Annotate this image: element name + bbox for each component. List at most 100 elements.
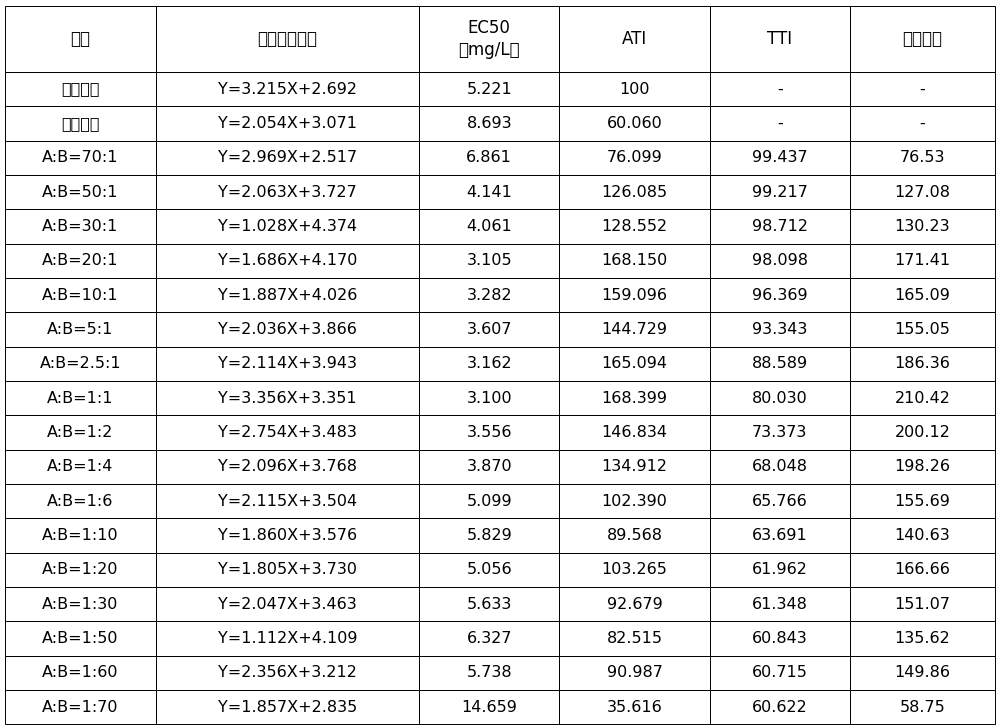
Text: 6.327: 6.327 [466, 631, 512, 646]
Bar [5, 278, 156, 312]
Bar [5, 553, 156, 587]
Bar [5, 381, 156, 415]
Bar [710, 347, 850, 381]
Bar [559, 72, 710, 106]
Bar [850, 72, 995, 106]
Bar [559, 415, 710, 450]
Text: 171.41: 171.41 [894, 253, 950, 269]
Text: 165.094: 165.094 [602, 356, 668, 371]
Text: 128.552: 128.552 [601, 219, 668, 234]
Bar [419, 484, 559, 518]
Text: 96.369: 96.369 [752, 288, 808, 303]
Bar [419, 175, 559, 209]
Text: Y=2.114X+3.943: Y=2.114X+3.943 [218, 356, 357, 371]
Text: 60.622: 60.622 [752, 700, 808, 715]
Bar [156, 106, 419, 141]
Bar [5, 209, 156, 244]
Text: Y=2.036X+3.866: Y=2.036X+3.866 [218, 322, 357, 337]
Text: 4.061: 4.061 [466, 219, 512, 234]
Text: -: - [777, 116, 783, 131]
Bar [710, 141, 850, 175]
Bar [710, 278, 850, 312]
Text: 6.861: 6.861 [466, 150, 512, 165]
Text: 76.099: 76.099 [607, 150, 662, 165]
Bar [156, 175, 419, 209]
Text: 80.030: 80.030 [752, 391, 808, 405]
Text: ATI: ATI [622, 30, 647, 48]
Bar [419, 72, 559, 106]
Text: 140.63: 140.63 [894, 528, 950, 543]
Text: Y=1.860X+3.576: Y=1.860X+3.576 [218, 528, 357, 543]
Text: 14.659: 14.659 [461, 700, 517, 715]
Text: 165.09: 165.09 [894, 288, 950, 303]
Text: 82.515: 82.515 [607, 631, 663, 646]
Bar [559, 518, 710, 553]
Text: 134.912: 134.912 [602, 459, 668, 475]
Bar [156, 553, 419, 587]
Bar [850, 621, 995, 656]
Bar [710, 244, 850, 278]
Text: 144.729: 144.729 [602, 322, 668, 337]
Text: 93.343: 93.343 [752, 322, 807, 337]
Text: Y=2.047X+3.463: Y=2.047X+3.463 [218, 597, 357, 612]
Bar [850, 690, 995, 724]
Bar [850, 587, 995, 621]
Bar [419, 381, 559, 415]
Text: Y=3.356X+3.351: Y=3.356X+3.351 [218, 391, 357, 405]
Bar [710, 106, 850, 141]
Bar [156, 587, 419, 621]
Text: 98.712: 98.712 [752, 219, 808, 234]
Text: A:B=1:1: A:B=1:1 [47, 391, 114, 405]
Text: A:B=70:1: A:B=70:1 [42, 150, 119, 165]
Bar [710, 415, 850, 450]
Text: Y=1.887X+4.026: Y=1.887X+4.026 [218, 288, 357, 303]
Text: Y=2.969X+2.517: Y=2.969X+2.517 [218, 150, 357, 165]
Bar [5, 656, 156, 690]
Bar [710, 587, 850, 621]
Bar [850, 312, 995, 347]
Text: Y=2.096X+3.768: Y=2.096X+3.768 [218, 459, 357, 475]
Text: 61.962: 61.962 [752, 562, 808, 577]
Bar [559, 381, 710, 415]
Text: 99.437: 99.437 [752, 150, 808, 165]
Bar [156, 244, 419, 278]
Text: 130.23: 130.23 [895, 219, 950, 234]
Text: A:B=1:70: A:B=1:70 [42, 700, 119, 715]
Bar [850, 381, 995, 415]
Text: 丁香菌酯: 丁香菌酯 [61, 116, 100, 131]
Bar [559, 6, 710, 72]
Bar [156, 72, 419, 106]
Bar [5, 347, 156, 381]
Text: Y=2.356X+3.212: Y=2.356X+3.212 [218, 665, 357, 681]
Bar [419, 6, 559, 72]
Text: 60.843: 60.843 [752, 631, 808, 646]
Text: 166.66: 166.66 [894, 562, 950, 577]
Text: 3.100: 3.100 [466, 391, 512, 405]
Bar [5, 587, 156, 621]
Bar [156, 209, 419, 244]
Text: 65.766: 65.766 [752, 494, 808, 509]
Bar [419, 141, 559, 175]
Text: 3.556: 3.556 [466, 425, 512, 440]
Bar [710, 656, 850, 690]
Text: 35.616: 35.616 [607, 700, 662, 715]
Bar [710, 381, 850, 415]
Text: 89.568: 89.568 [607, 528, 663, 543]
Bar [850, 6, 995, 72]
Text: 3.607: 3.607 [466, 322, 512, 337]
Bar [559, 450, 710, 484]
Text: -: - [919, 116, 925, 131]
Bar [5, 175, 156, 209]
Bar [5, 484, 156, 518]
Bar [419, 450, 559, 484]
Bar [559, 312, 710, 347]
Text: A:B=5:1: A:B=5:1 [47, 322, 114, 337]
Text: 4.141: 4.141 [466, 185, 512, 199]
Bar [419, 621, 559, 656]
Text: 3.105: 3.105 [466, 253, 512, 269]
Text: 155.05: 155.05 [894, 322, 950, 337]
Bar [850, 656, 995, 690]
Text: 60.060: 60.060 [607, 116, 662, 131]
Bar [850, 278, 995, 312]
Bar [559, 656, 710, 690]
